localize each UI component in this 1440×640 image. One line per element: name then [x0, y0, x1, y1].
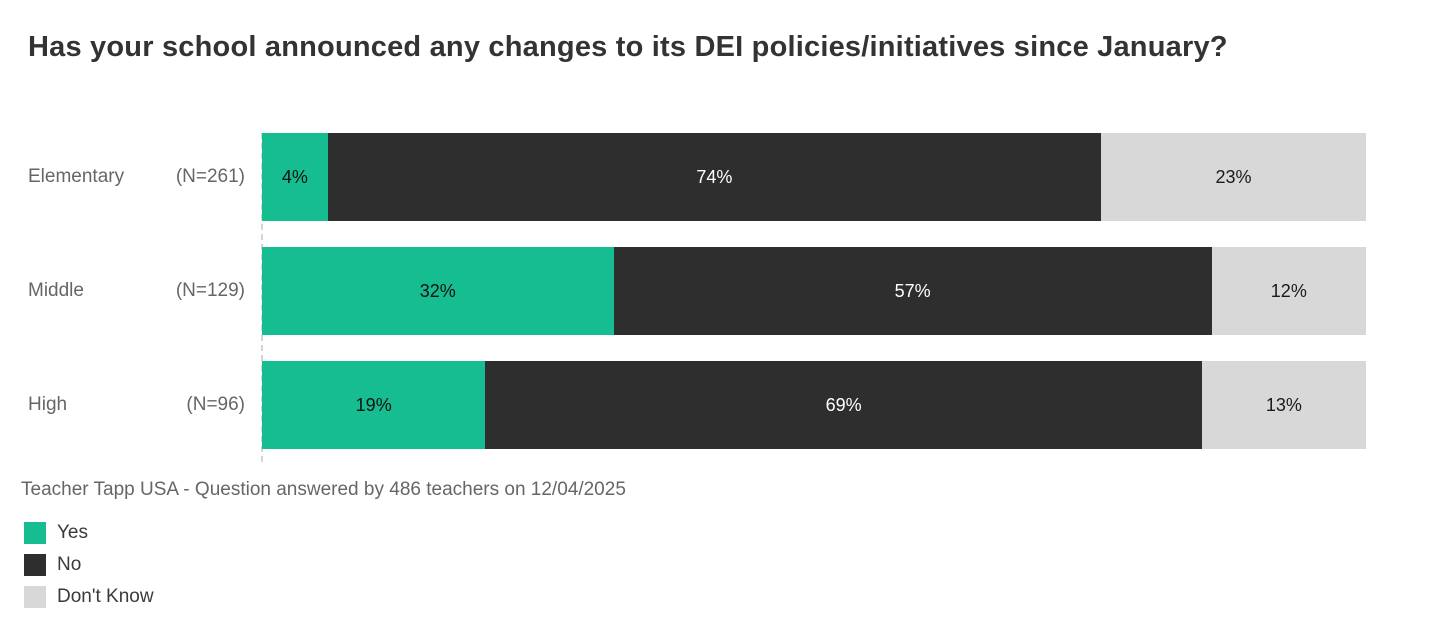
legend-swatch-icon — [24, 521, 46, 544]
sample-size: (N=96) — [186, 394, 245, 415]
legend-item: Don't Know — [24, 585, 154, 608]
stacked-bar: 19% 69% 13% — [262, 361, 1366, 449]
category-label: Middle (N=129) — [28, 247, 262, 335]
legend-label: Don't Know — [57, 585, 154, 607]
bar-segment-yes: 32% — [262, 247, 614, 335]
legend: Yes No Don't Know — [24, 521, 154, 617]
stacked-bar: 32% 57% 12% — [262, 247, 1366, 335]
legend-label: No — [57, 553, 82, 575]
source-caption: Teacher Tapp USA - Question answered by … — [21, 479, 626, 500]
legend-swatch-icon — [24, 585, 46, 608]
bar-row: High (N=96) 19% 69% 13% — [28, 361, 1366, 449]
category-label: Elementary (N=261) — [28, 133, 262, 221]
bar-segment-yes: 19% — [262, 361, 486, 449]
legend-label: Yes — [57, 521, 88, 543]
category-label: High (N=96) — [28, 361, 262, 449]
sample-size: (N=129) — [175, 280, 245, 301]
legend-item: No — [24, 553, 154, 576]
bar-segment-no: 57% — [613, 247, 1212, 335]
bar-row: Middle (N=129) 32% 57% 12% — [28, 247, 1366, 335]
chart-title: Has your school announced any changes to… — [28, 31, 1228, 63]
stacked-bar-chart: Elementary (N=261) 4% 74% 23% Middle (N=129) 32… — [28, 133, 1367, 475]
stacked-bar: 4% 74% 23% — [262, 133, 1367, 221]
bar-segment-don-t-know: 13% — [1201, 361, 1366, 449]
legend-swatch-icon — [24, 553, 46, 576]
legend-item: Yes — [24, 521, 154, 544]
bar-row: Elementary (N=261) 4% 74% 23% — [28, 133, 1367, 221]
category-name: Middle — [28, 280, 84, 301]
sample-size: (N=261) — [175, 166, 245, 187]
bar-segment-yes: 4% — [262, 133, 328, 221]
bar-segment-no: 69% — [485, 361, 1202, 449]
bar-segment-no: 74% — [327, 133, 1101, 221]
category-name: High — [28, 394, 68, 415]
bar-segment-don-t-know: 23% — [1100, 133, 1367, 221]
bar-rows: Elementary (N=261) 4% 74% 23% Middle (N=129) 32… — [28, 133, 1367, 449]
bar-segment-don-t-know: 12% — [1211, 247, 1366, 335]
category-name: Elementary — [28, 166, 125, 187]
